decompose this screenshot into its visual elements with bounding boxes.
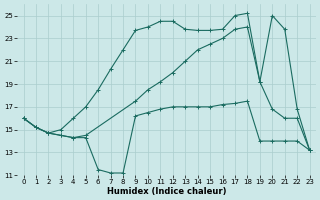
X-axis label: Humidex (Indice chaleur): Humidex (Indice chaleur) [107, 187, 226, 196]
